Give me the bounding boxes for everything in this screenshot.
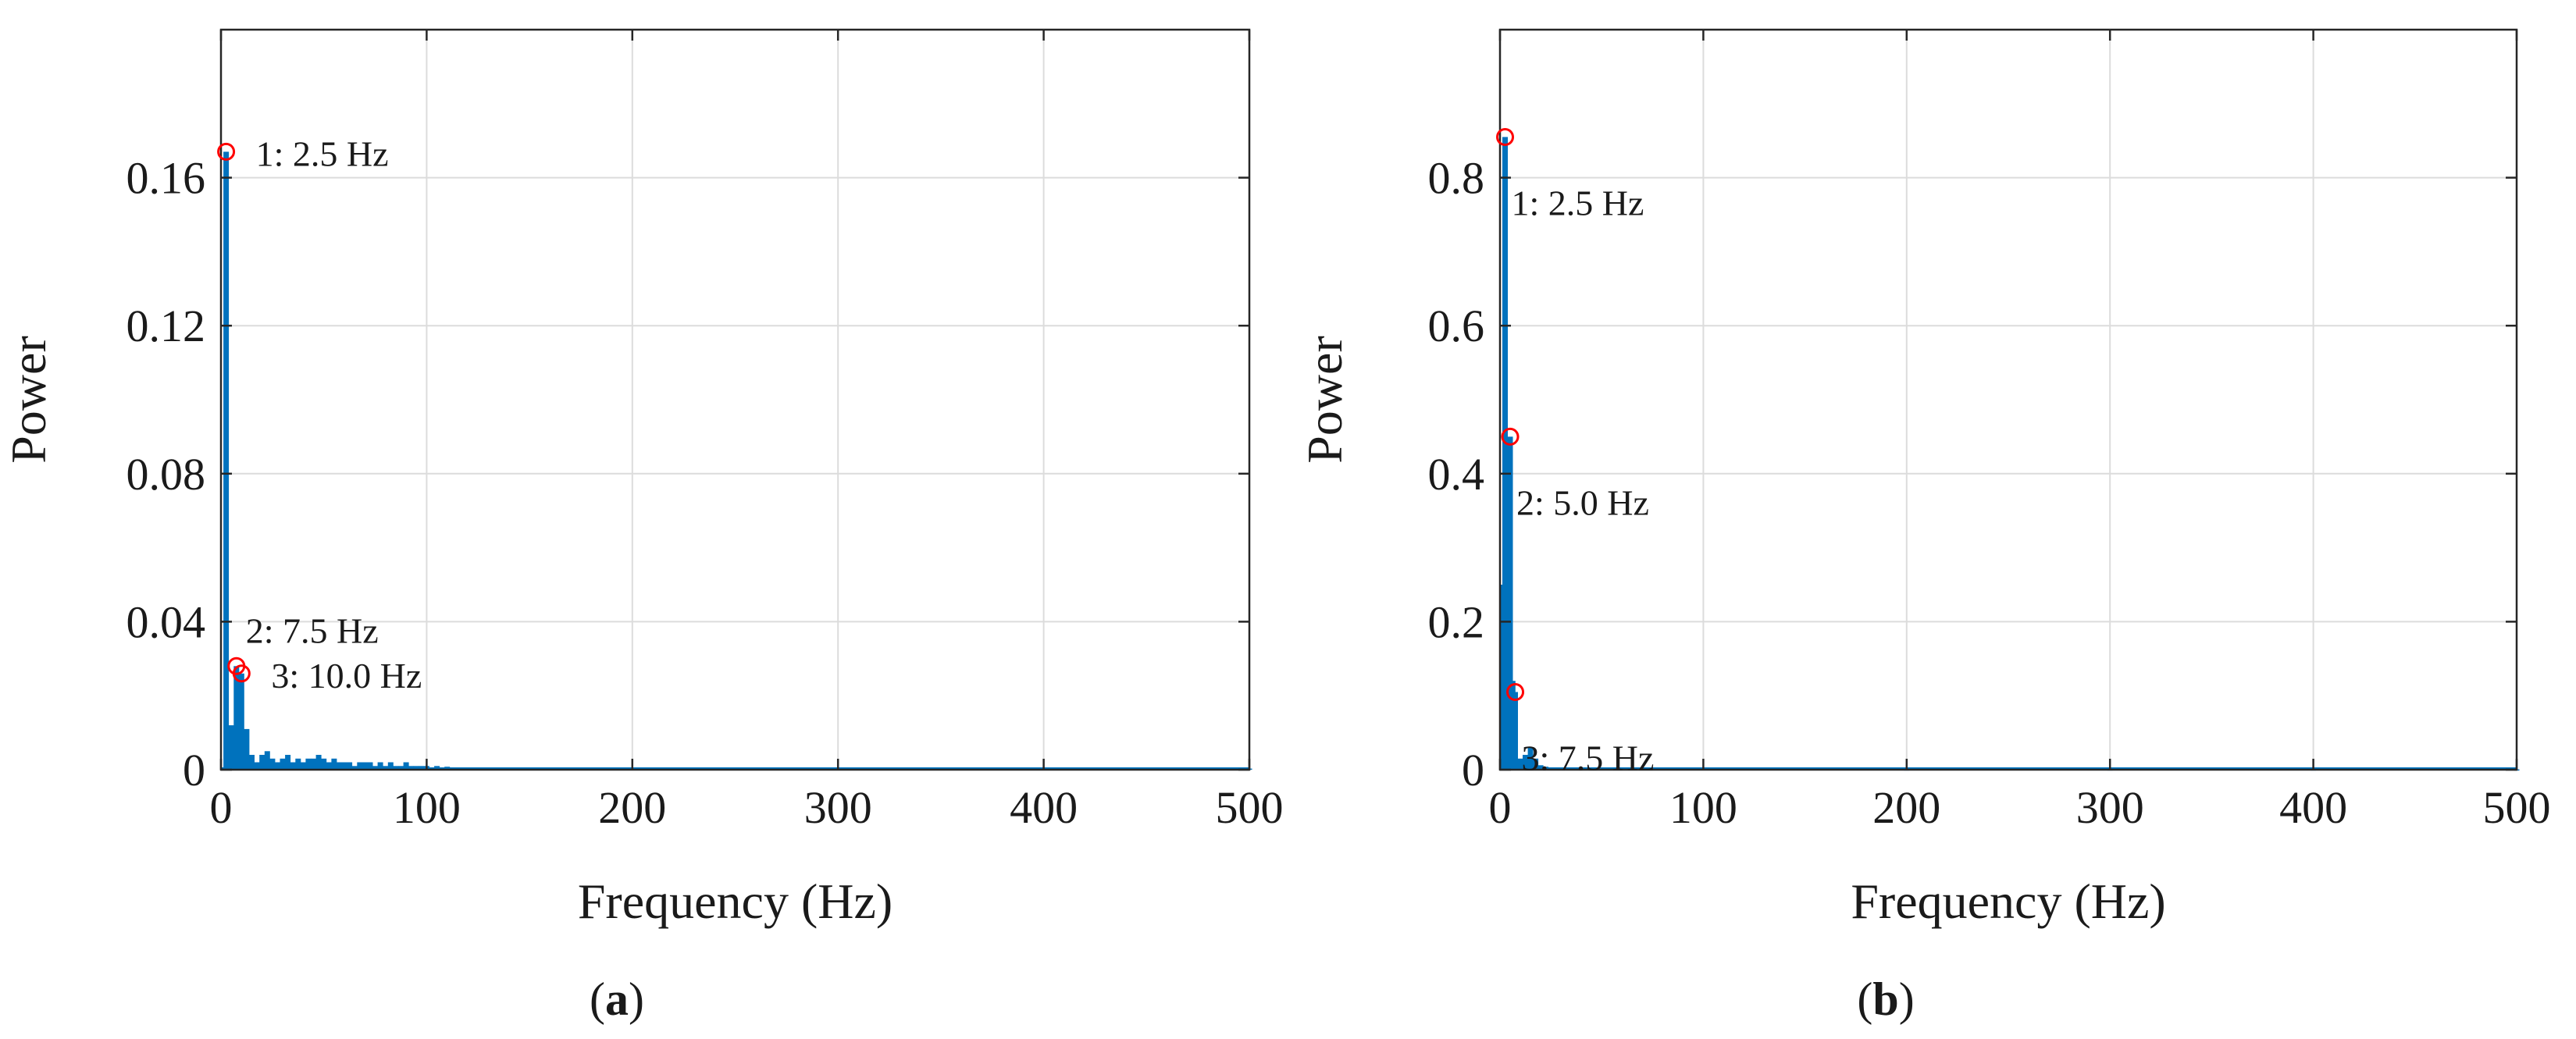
y-tick-label: 0.12 (126, 301, 206, 351)
axes-box (219, 28, 1251, 771)
spectrum-bar (295, 758, 301, 770)
spectrum-bar (357, 762, 363, 770)
spectrum-bar (341, 762, 347, 770)
y-tick-label: 0.8 (1428, 153, 1485, 204)
x-tick-label: 500 (2483, 782, 2551, 833)
y-tick-label: 0 (1462, 745, 1484, 795)
spectrum-bar (362, 762, 368, 770)
spectrum-bar (377, 762, 383, 770)
spectrum-bar (264, 751, 270, 770)
x-tick-label: 0 (210, 782, 233, 833)
x-axis-title: Frequency (Hz) (578, 874, 893, 929)
peak-label: 1: 2.5 Hz (256, 133, 389, 173)
axes-box (1498, 28, 2518, 771)
peak-marker (1506, 682, 1525, 701)
panel-caption-letter: a (605, 973, 629, 1025)
peak-label: 2: 7.5 Hz (246, 610, 379, 650)
chart-panel-b: 0 100 200 300 400 500 0 0.2 0.4 0.6 0.8 Frequency (… (1297, 28, 2551, 1025)
spectrum-bar (331, 758, 337, 770)
peak-label: 3: 7.5 Hz (1522, 738, 1655, 777)
y-tick-label: 0.6 (1428, 301, 1485, 351)
spectrum-bar (347, 762, 353, 770)
plot-area (1500, 30, 2517, 770)
y-tick-label: 0.2 (1428, 596, 1485, 647)
y-tick-label: 0 (183, 745, 205, 795)
spectrum-bar (233, 666, 240, 770)
spectrum-bar (280, 758, 286, 770)
peak-label: 1: 2.5 Hz (1512, 183, 1644, 222)
spectrum-bar (1512, 692, 1518, 770)
y-tick-label: 0.08 (126, 449, 206, 500)
x-tick-label: 300 (2076, 782, 2144, 833)
x-tick-label: 500 (1216, 782, 1284, 833)
spectrum-bar (387, 762, 394, 770)
peak-marker (232, 664, 251, 683)
spectrum-bar (244, 728, 250, 770)
spectrum-bar (1517, 758, 1523, 770)
spectrum-bar (290, 762, 296, 770)
spectrum-bar (326, 762, 332, 770)
peak-label: 3: 10.0 Hz (271, 656, 422, 696)
spectrum-bar (337, 762, 342, 770)
spectrum-bar (274, 762, 280, 770)
x-tick-label: 100 (1669, 782, 1737, 833)
peak-label: 2: 5.0 Hz (1516, 482, 1649, 522)
spectrum-bar (300, 762, 306, 770)
x-tick-label: 400 (2279, 782, 2347, 833)
spectrum-bar (1533, 758, 1539, 770)
spectrum-bar (315, 755, 322, 770)
y-tick-label: 0.4 (1428, 449, 1485, 500)
spectrum-bar (1527, 747, 1534, 770)
spectrum-bar (259, 755, 265, 770)
spectrum-bar (269, 758, 276, 770)
panel-caption-open: ( (590, 973, 605, 1025)
spectrum-bar (1523, 755, 1528, 770)
spectrum-bar (254, 762, 260, 770)
spectrum-bar (238, 673, 244, 770)
x-tick-label: 300 (804, 782, 872, 833)
peak-marker (1501, 427, 1520, 446)
panel-caption-open: ( (1857, 973, 1872, 1025)
spectrum-bar (311, 758, 316, 770)
peak-marker (217, 142, 236, 161)
spectrum-bar (249, 755, 255, 770)
y-axis-title: Power (1297, 336, 1352, 464)
spectrum-bar (1507, 436, 1513, 770)
spectrum-bar (321, 758, 327, 770)
x-tick-label: 200 (598, 782, 666, 833)
x-tick-label: 400 (1010, 782, 1078, 833)
spectrum-bar (403, 762, 409, 770)
spectrum-bar (223, 151, 230, 770)
spectrum-bar (228, 725, 234, 770)
y-tick-label: 0.04 (126, 596, 206, 647)
plot-area (221, 30, 1249, 770)
panel-caption-close: ) (629, 973, 644, 1025)
spectrum-bar (305, 758, 312, 770)
panel-caption-close: ) (1899, 973, 1915, 1025)
x-tick-label: 0 (1489, 782, 1512, 833)
x-axis-title: Frequency (Hz) (1851, 874, 2165, 929)
y-tick-label: 0.16 (126, 153, 206, 204)
y-axis-title: Power (1, 336, 56, 464)
chart-panel-a: 0 100 200 300 400 500 0 0.04 0.08 0.12 0.16 Frequen… (1, 28, 1284, 1025)
x-tick-label: 200 (1872, 782, 1940, 833)
panel-caption-letter: b (1872, 973, 1898, 1025)
peak-marker (1496, 127, 1515, 146)
panel-caption: (a) (590, 973, 644, 1025)
spectrum-bar (367, 762, 373, 770)
x-tick-label: 100 (393, 782, 461, 833)
spectrum-bar (1502, 137, 1508, 770)
spectrum-bar (285, 755, 291, 770)
panel-caption: (b) (1857, 973, 1914, 1025)
